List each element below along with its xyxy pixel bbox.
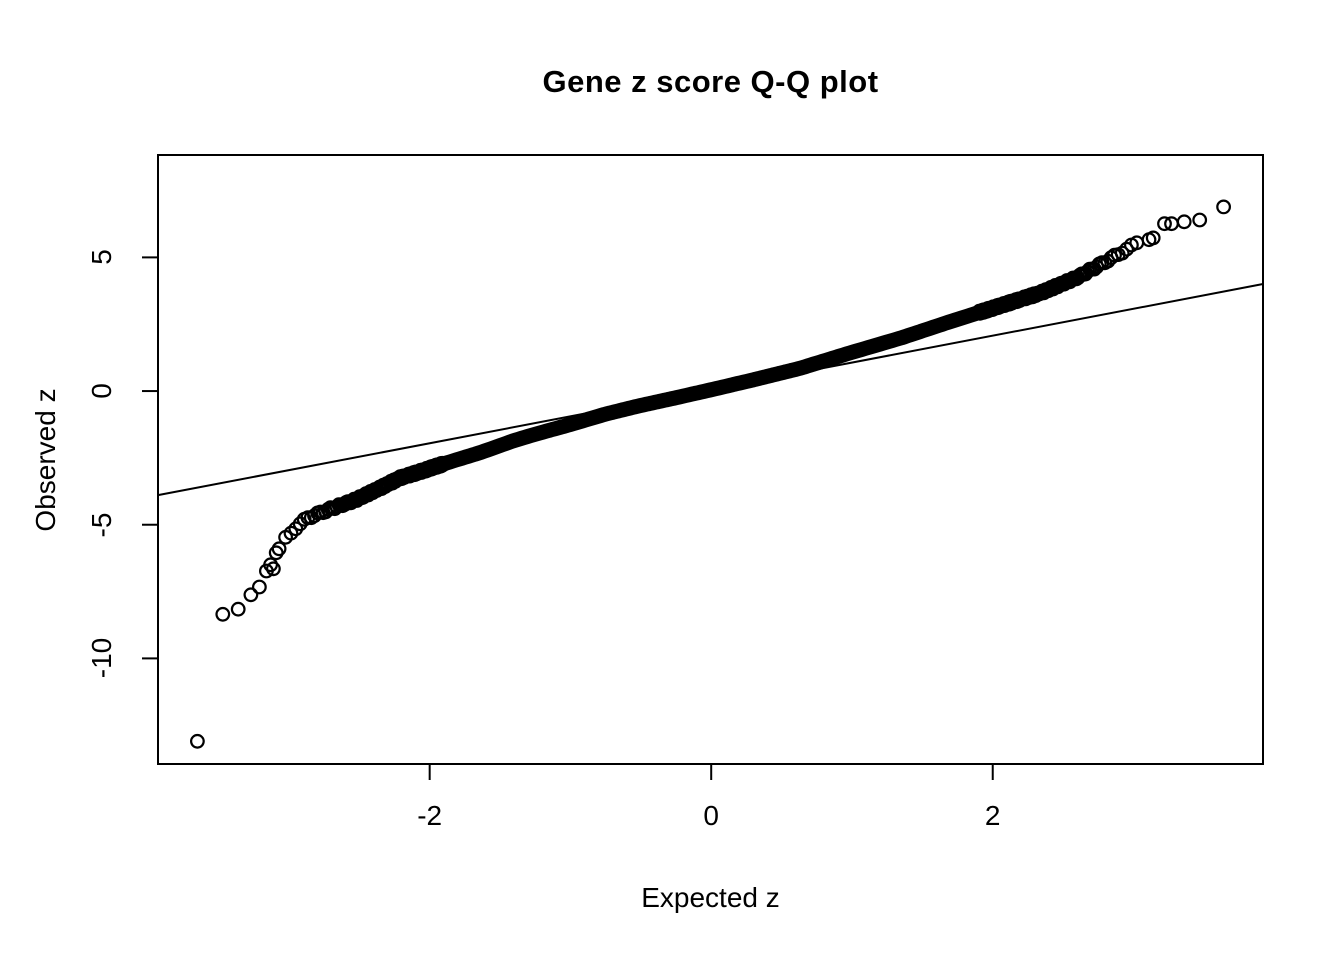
- high-tail-point: [1157, 216, 1172, 232]
- high-tail-point: [1164, 216, 1179, 232]
- qq-band-point: [283, 525, 299, 541]
- plot-border: [157, 154, 1264, 765]
- low-tail-point: [215, 606, 231, 622]
- high-tail-point: [1141, 232, 1157, 248]
- x-tick-label: 0: [703, 800, 719, 831]
- y-axis-label: Observed z: [30, 388, 61, 532]
- x-tick-label: 2: [984, 800, 1001, 831]
- low-tail-point: [251, 579, 267, 595]
- y-tick-label: -5: [86, 512, 117, 538]
- low-tail-point: [243, 587, 259, 603]
- chart-title: Gene z score Q-Q plot: [542, 64, 879, 99]
- y-tick-label: 0: [86, 383, 117, 399]
- high-tail-point: [1192, 212, 1208, 228]
- low-tail-point: [263, 557, 279, 573]
- high-tail-point: [1216, 199, 1231, 215]
- x-axis-label: Expected z: [641, 882, 780, 913]
- x-tick-label: -2: [417, 800, 443, 831]
- qq-dense-band: [436, 305, 985, 472]
- low-tail-point: [271, 541, 287, 557]
- qq-band-point: [1114, 245, 1130, 261]
- y-tick-label: -10: [86, 638, 117, 679]
- low-tail-point: [230, 601, 246, 617]
- y-tick-label: 5: [86, 249, 117, 266]
- low-tail-point: [189, 733, 205, 749]
- high-tail-point: [1176, 214, 1192, 230]
